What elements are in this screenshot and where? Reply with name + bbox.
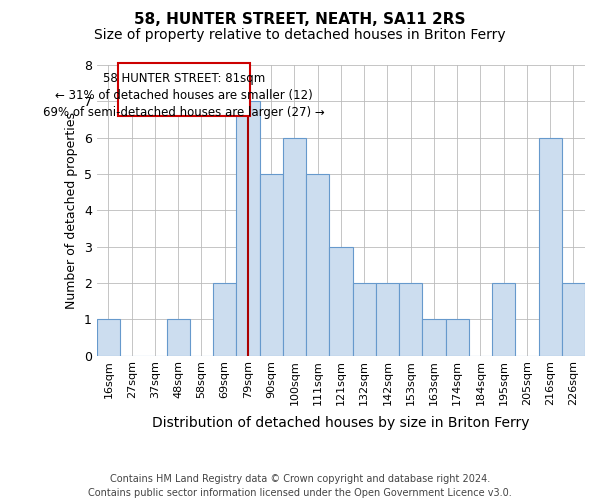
Bar xyxy=(399,283,422,356)
Bar xyxy=(213,283,236,356)
Bar xyxy=(492,283,515,356)
Text: Size of property relative to detached houses in Briton Ferry: Size of property relative to detached ho… xyxy=(94,28,506,42)
Bar xyxy=(376,283,399,356)
Text: Contains HM Land Registry data © Crown copyright and database right 2024.
Contai: Contains HM Land Registry data © Crown c… xyxy=(88,474,512,498)
Bar xyxy=(422,320,446,356)
Bar xyxy=(167,320,190,356)
Bar xyxy=(306,174,329,356)
X-axis label: Distribution of detached houses by size in Briton Ferry: Distribution of detached houses by size … xyxy=(152,416,530,430)
Bar xyxy=(236,102,260,356)
Bar xyxy=(329,246,353,356)
Bar xyxy=(260,174,283,356)
Bar xyxy=(97,320,120,356)
Bar xyxy=(562,283,585,356)
Y-axis label: Number of detached properties: Number of detached properties xyxy=(65,112,79,309)
FancyBboxPatch shape xyxy=(118,63,250,116)
Text: ← 31% of detached houses are smaller (12): ← 31% of detached houses are smaller (12… xyxy=(55,90,313,102)
Text: 58 HUNTER STREET: 81sqm: 58 HUNTER STREET: 81sqm xyxy=(103,72,265,86)
Bar xyxy=(446,320,469,356)
Bar xyxy=(283,138,306,356)
Bar xyxy=(353,283,376,356)
Text: 69% of semi-detached houses are larger (27) →: 69% of semi-detached houses are larger (… xyxy=(43,106,325,120)
Text: 58, HUNTER STREET, NEATH, SA11 2RS: 58, HUNTER STREET, NEATH, SA11 2RS xyxy=(134,12,466,28)
Bar xyxy=(539,138,562,356)
